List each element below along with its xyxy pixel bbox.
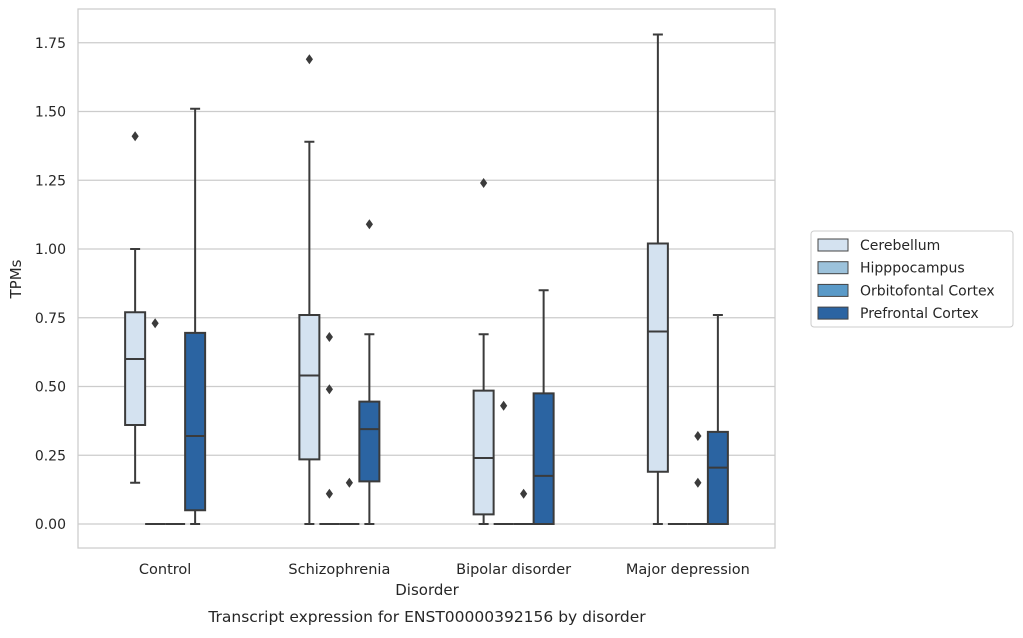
legend-swatch	[817, 261, 849, 275]
y-tick-label: 0.00	[35, 517, 66, 533]
y-tick-label: 1.25	[35, 173, 66, 189]
outlier-point	[520, 488, 528, 499]
box-body	[358, 400, 381, 483]
box-group	[298, 54, 321, 525]
box-group	[513, 488, 534, 525]
box-group	[493, 400, 514, 525]
legend-swatch	[817, 283, 849, 297]
box-group	[706, 314, 729, 525]
box-group	[358, 219, 381, 525]
gridlines	[78, 42, 775, 525]
outlier-point	[480, 178, 488, 188]
y-tick-label: 1.75	[35, 36, 66, 52]
outlier-point	[151, 318, 159, 329]
box-body	[646, 242, 669, 473]
box-group	[184, 107, 207, 525]
box-body	[298, 314, 321, 461]
box-body	[472, 389, 495, 516]
box-group	[124, 131, 147, 484]
legend-label: Hipppocampus	[860, 261, 965, 277]
x-axis-label: Disorder	[395, 581, 459, 599]
outlier-point	[500, 400, 508, 411]
box-body	[124, 311, 147, 426]
x-tick-label: Control	[139, 562, 191, 578]
box-group	[646, 33, 669, 525]
legend-swatch	[817, 238, 849, 252]
outlier-point	[305, 54, 313, 65]
plot-frame	[77, 8, 776, 549]
box-group	[687, 431, 708, 525]
legend-items: Cerebellum Hipppocampus Orbitofontal Corte…	[817, 238, 995, 322]
legend-label: Orbitofontal Cortex	[860, 283, 995, 299]
box-group	[472, 178, 495, 525]
x-tick-label: Schizophrenia	[288, 562, 390, 578]
legend-frame	[810, 230, 1014, 328]
outlier-point	[131, 131, 139, 142]
x-tick-label: Major depression	[626, 562, 750, 578]
boxes	[124, 33, 729, 525]
y-tick-labels: 0.00 0.25 0.50 0.75 1.00 1.25 1.50 1.75	[35, 36, 66, 533]
y-tick-label: 0.25	[35, 448, 66, 464]
chart-caption: Transcript expression for ENST0000039215…	[207, 608, 646, 626]
box-body	[184, 331, 207, 512]
outlier-point	[694, 477, 702, 488]
box-body	[532, 392, 555, 525]
legend-swatch	[817, 306, 849, 320]
x-tick-label: Bipolar disorder	[456, 562, 571, 578]
box-group	[532, 289, 555, 525]
y-tick-label: 0.75	[35, 311, 66, 327]
box-group	[145, 318, 166, 525]
legend: Cerebellum Hipppocampus Orbitofontal Corte…	[810, 230, 1014, 328]
box-group	[339, 477, 360, 525]
y-tick-label: 1.00	[35, 242, 66, 258]
box-group	[319, 332, 340, 525]
y-axis-label: TPMs	[7, 259, 25, 299]
outlier-point	[694, 431, 702, 441]
outlier-point	[325, 384, 333, 395]
outlier-point	[325, 488, 333, 499]
legend-label: Cerebellum	[860, 238, 940, 254]
legend-label: Prefrontal Cortex	[860, 306, 979, 322]
y-tick-label: 1.50	[35, 105, 66, 121]
y-tick-label: 0.50	[35, 380, 66, 396]
x-tick-labels: Control Schizophrenia Bipolar disorder Majo…	[139, 562, 750, 578]
outlier-point	[345, 477, 353, 488]
outlier-point	[365, 219, 373, 230]
outlier-point	[325, 332, 333, 342]
box-body	[706, 430, 729, 525]
